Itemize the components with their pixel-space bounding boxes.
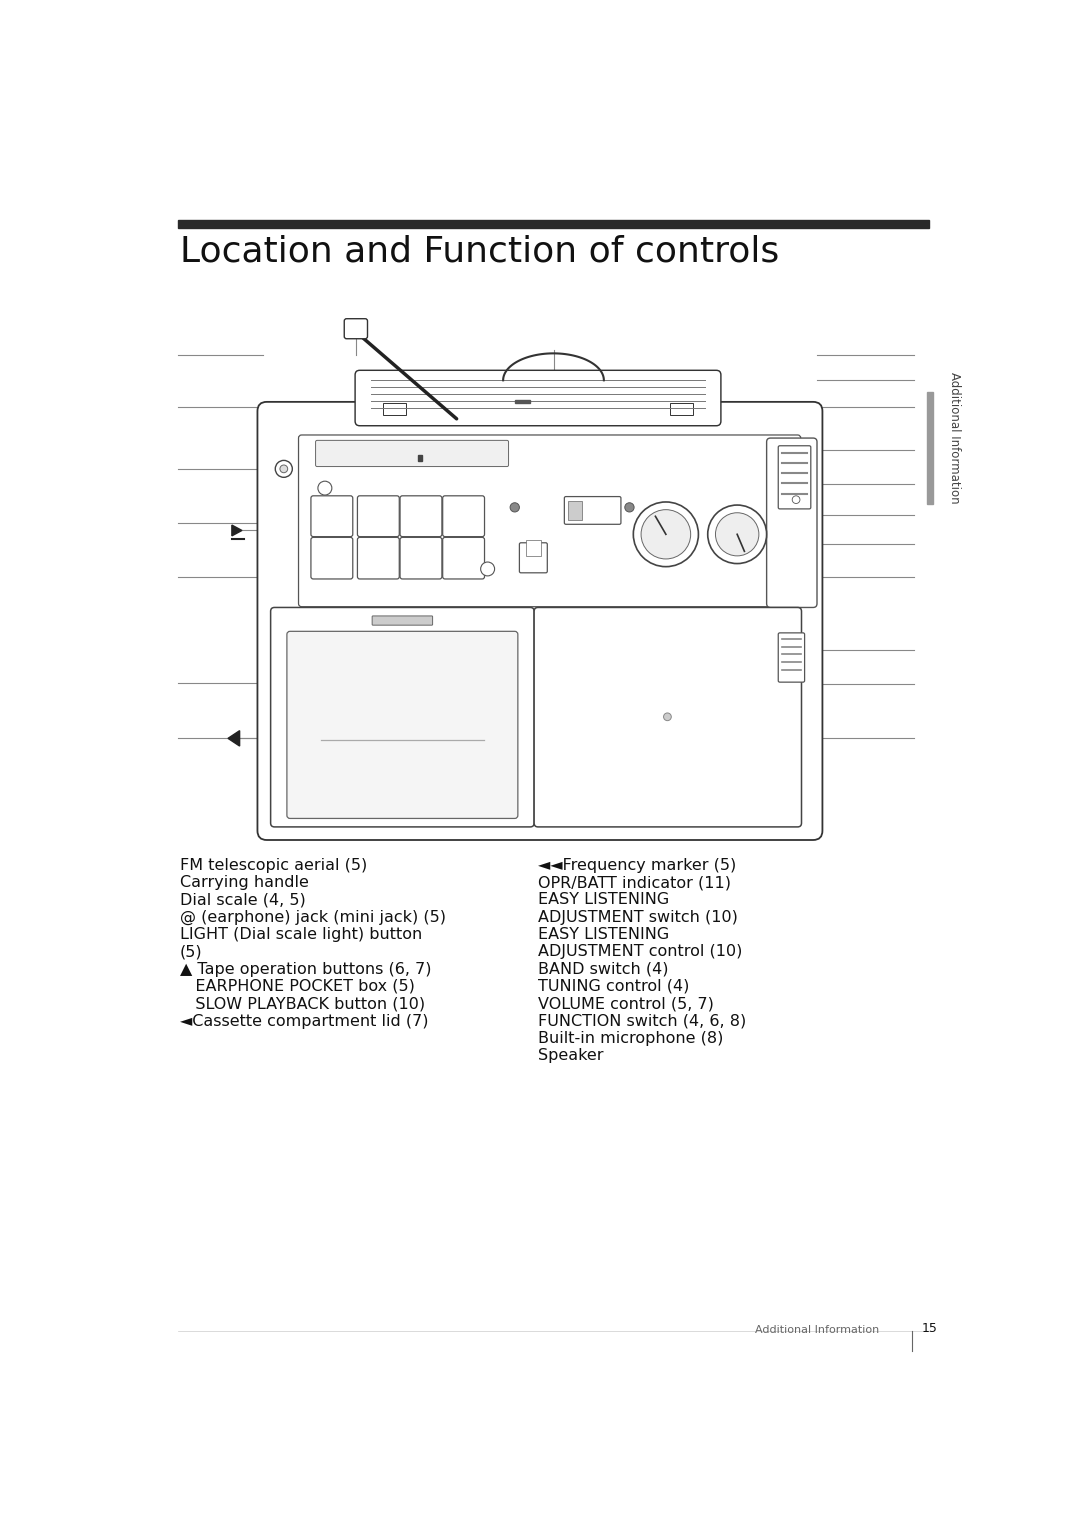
- Polygon shape: [228, 731, 240, 747]
- Text: Carrying handle: Carrying handle: [180, 875, 309, 891]
- Text: Additional Information: Additional Information: [755, 1325, 879, 1335]
- Text: SLOW PLAYBACK button (10): SLOW PLAYBACK button (10): [180, 996, 426, 1012]
- Text: EASY LISTENING: EASY LISTENING: [538, 892, 670, 908]
- Text: ◄◄Frequency marker (5): ◄◄Frequency marker (5): [538, 857, 737, 872]
- Text: FUNCTION switch (4, 6, 8): FUNCTION switch (4, 6, 8): [538, 1013, 746, 1029]
- Text: ADJUSTMENT switch (10): ADJUSTMENT switch (10): [538, 909, 738, 924]
- Bar: [670, 403, 693, 415]
- Text: ADJUSTMENT control (10): ADJUSTMENT control (10): [538, 944, 742, 960]
- FancyBboxPatch shape: [565, 497, 621, 524]
- FancyBboxPatch shape: [443, 538, 485, 579]
- Bar: [568, 501, 582, 520]
- Circle shape: [625, 503, 634, 512]
- FancyBboxPatch shape: [443, 495, 485, 537]
- Bar: [383, 403, 406, 415]
- Circle shape: [715, 512, 759, 556]
- FancyBboxPatch shape: [315, 440, 509, 466]
- FancyBboxPatch shape: [311, 538, 353, 579]
- Text: (5): (5): [180, 944, 203, 960]
- Text: 15: 15: [921, 1321, 937, 1335]
- Text: EARPHONE POCKET box (5): EARPHONE POCKET box (5): [180, 980, 415, 993]
- Text: ▲ Tape operation buttons (6, 7): ▲ Tape operation buttons (6, 7): [180, 961, 431, 977]
- Bar: [515, 400, 530, 403]
- Text: @ (earphone) jack (mini jack) (5): @ (earphone) jack (mini jack) (5): [180, 909, 446, 924]
- Circle shape: [707, 504, 767, 564]
- FancyBboxPatch shape: [271, 607, 535, 826]
- FancyBboxPatch shape: [535, 607, 801, 826]
- Text: FM telescopic aerial (5): FM telescopic aerial (5): [180, 857, 367, 872]
- Bar: [177, 221, 930, 228]
- Circle shape: [481, 563, 495, 576]
- Text: Dial scale (4, 5): Dial scale (4, 5): [180, 892, 306, 908]
- FancyBboxPatch shape: [373, 616, 433, 625]
- Text: Additional Information: Additional Information: [948, 373, 961, 504]
- FancyBboxPatch shape: [519, 543, 548, 573]
- FancyBboxPatch shape: [357, 538, 400, 579]
- Text: EASY LISTENING: EASY LISTENING: [538, 927, 670, 941]
- Text: OPR/BATT indicator (11): OPR/BATT indicator (11): [538, 875, 731, 891]
- Circle shape: [793, 495, 800, 503]
- Circle shape: [318, 481, 332, 495]
- Circle shape: [510, 503, 519, 512]
- Bar: [418, 455, 422, 461]
- Polygon shape: [232, 526, 242, 537]
- Text: Speaker: Speaker: [538, 1049, 604, 1064]
- Text: VOLUME control (5, 7): VOLUME control (5, 7): [538, 996, 714, 1012]
- FancyBboxPatch shape: [287, 632, 517, 819]
- FancyBboxPatch shape: [257, 402, 823, 840]
- FancyBboxPatch shape: [357, 495, 400, 537]
- FancyBboxPatch shape: [779, 446, 811, 509]
- FancyBboxPatch shape: [400, 538, 442, 579]
- Circle shape: [275, 460, 293, 477]
- FancyBboxPatch shape: [767, 438, 816, 607]
- FancyBboxPatch shape: [400, 495, 442, 537]
- Text: Location and Function of controls: Location and Function of controls: [180, 235, 779, 268]
- FancyBboxPatch shape: [298, 435, 800, 607]
- FancyBboxPatch shape: [355, 371, 721, 426]
- Text: LIGHT (Dial scale light) button: LIGHT (Dial scale light) button: [180, 927, 422, 941]
- Text: BAND switch (4): BAND switch (4): [538, 961, 669, 977]
- Text: Built-in microphone (8): Built-in microphone (8): [538, 1032, 724, 1046]
- Circle shape: [642, 509, 691, 560]
- Circle shape: [633, 501, 699, 567]
- Bar: [927, 392, 933, 503]
- FancyBboxPatch shape: [345, 319, 367, 339]
- Bar: [526, 541, 541, 556]
- Circle shape: [663, 713, 672, 721]
- FancyBboxPatch shape: [779, 633, 805, 682]
- Circle shape: [280, 464, 287, 472]
- Text: TUNING control (4): TUNING control (4): [538, 980, 689, 993]
- Text: ◄Cassette compartment lid (7): ◄Cassette compartment lid (7): [180, 1013, 429, 1029]
- FancyBboxPatch shape: [311, 495, 353, 537]
